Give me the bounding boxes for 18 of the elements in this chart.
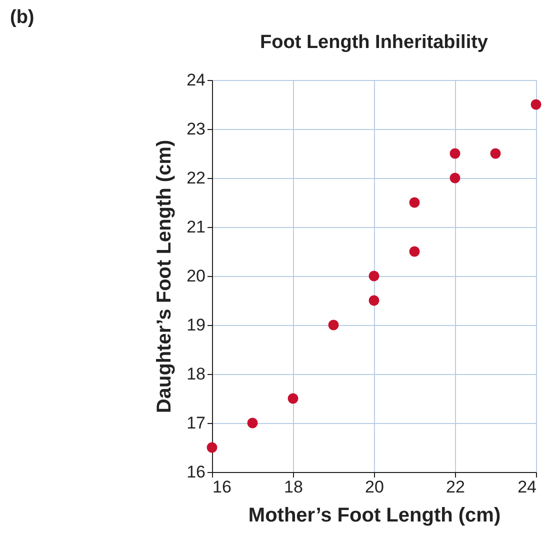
y-axis-title: Daughter’s Foot Length (cm): [154, 140, 176, 414]
x-tick-label: 22: [446, 478, 465, 496]
y-tick-label: 17: [186, 414, 206, 432]
x-tick-label: 20: [365, 478, 384, 496]
x-tick-label: 24: [518, 478, 536, 496]
y-tick-label: 22: [186, 168, 206, 188]
y-tick-label: 16: [186, 462, 206, 482]
y-tick-label: 20: [186, 266, 206, 286]
text: (b): [10, 7, 34, 28]
x-tick-label: 16: [212, 478, 232, 496]
y-tick-label: 21: [186, 218, 206, 236]
x-axis-title: Mother’s Foot Length (cm): [248, 504, 501, 526]
y-tick-label: 23: [186, 120, 206, 138]
y-tick-label: 24: [186, 70, 206, 90]
y-tick-label: 19: [186, 316, 206, 334]
x-tick-label: 18: [284, 478, 303, 496]
y-tick-label: 18: [186, 364, 206, 384]
chart-title: Foot Length Inheritability: [260, 32, 488, 53]
